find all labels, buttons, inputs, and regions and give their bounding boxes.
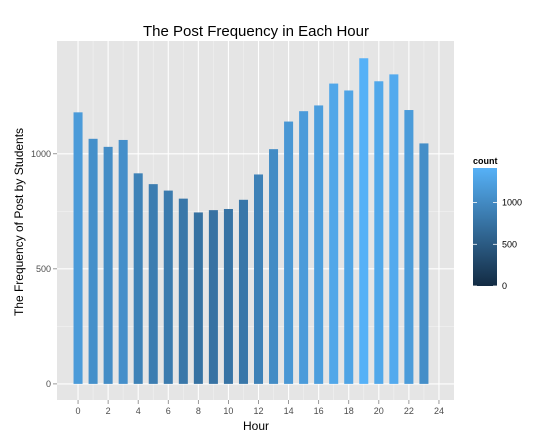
bar: [314, 105, 324, 384]
bar: [103, 146, 113, 384]
y-axis-title: The Frequency of Post by Students: [12, 128, 26, 316]
legend-tick-label: 1000: [502, 198, 522, 208]
bar: [253, 174, 264, 384]
bar: [133, 173, 143, 384]
bar: [208, 210, 218, 384]
bar: [329, 83, 339, 384]
bar: [88, 138, 98, 384]
legend-tick-label: 0: [502, 281, 507, 291]
x-tick-label: 18: [344, 406, 354, 416]
x-tick-label: 20: [374, 406, 384, 416]
x-tick-label: 2: [106, 406, 111, 416]
bar: [374, 81, 384, 384]
bar: [148, 184, 158, 384]
bar: [284, 121, 294, 384]
bar: [178, 198, 188, 384]
bar: [359, 58, 369, 384]
bar: [419, 143, 429, 384]
x-tick-label: 6: [166, 406, 171, 416]
bar: [299, 111, 309, 384]
bar: [118, 139, 128, 384]
legend-colorbar: [473, 168, 497, 286]
bar: [223, 208, 233, 384]
x-tick-label: 0: [76, 406, 81, 416]
y-axis: 0 500 1000: [31, 149, 57, 389]
y-tick-label: 0: [46, 379, 51, 389]
bar: [404, 110, 414, 384]
x-tick-label: 22: [404, 406, 414, 416]
bar: [73, 112, 83, 384]
y-tick-label: 1000: [31, 149, 51, 159]
x-axis: 0 2 4 6 8 10 12 14 16 18 20 22 24: [76, 400, 444, 416]
bar: [193, 212, 203, 384]
legend-title: count: [473, 156, 498, 166]
bar: [238, 199, 248, 384]
bar: [344, 90, 354, 384]
y-tick-label: 500: [36, 264, 51, 274]
x-tick-label: 8: [196, 406, 201, 416]
x-tick-label: 14: [284, 406, 294, 416]
bar: [163, 190, 173, 384]
bars: [73, 58, 429, 384]
x-axis-title: Hour: [243, 419, 269, 433]
x-tick-label: 4: [136, 406, 141, 416]
chart-title: The Post Frequency in Each Hour: [143, 23, 369, 40]
legend-tick-label: 500: [502, 239, 517, 249]
x-tick-label: 16: [314, 406, 324, 416]
x-tick-label: 12: [253, 406, 263, 416]
bar: [269, 149, 279, 384]
x-tick-label: 10: [223, 406, 233, 416]
legend: count 0 500 1000: [473, 156, 522, 291]
x-tick-label: 24: [434, 406, 444, 416]
bar: [389, 74, 399, 384]
